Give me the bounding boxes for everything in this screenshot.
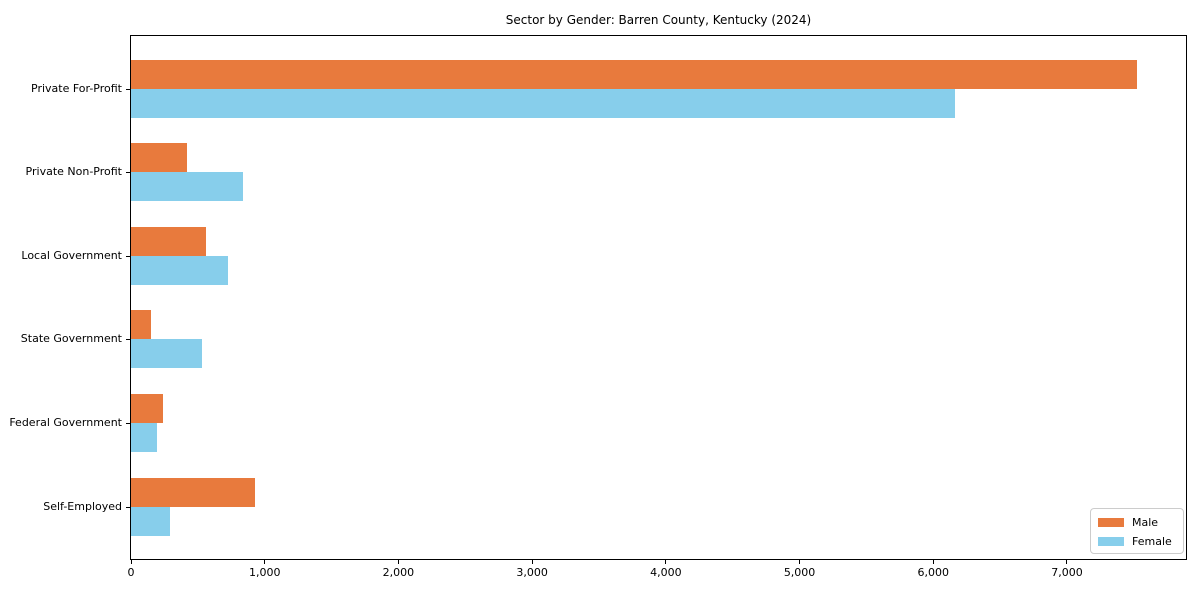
- x-tick-mark: [264, 560, 266, 564]
- x-tick-mark: [397, 560, 399, 564]
- bar-male-federal-government: [131, 394, 163, 423]
- y-tick-mark: [126, 88, 130, 90]
- bar-female-self-employed: [131, 506, 170, 536]
- bar-male-private-non-profit: [131, 143, 187, 173]
- x-tick-label-1-000: 1,000: [248, 566, 281, 579]
- y-tick-mark: [126, 255, 130, 257]
- y-tick-label-state-government: State Government: [20, 332, 122, 346]
- legend-label-male: Male: [1132, 516, 1159, 529]
- bar-female-state-government: [131, 339, 202, 369]
- y-tick-label-local-government: Local Government: [21, 248, 122, 262]
- bar-female-private-for-profit: [131, 88, 955, 118]
- x-tick-label-7-000: 7,000: [1051, 566, 1083, 579]
- bar-female-private-non-profit: [131, 172, 243, 202]
- x-tick-mark: [665, 560, 667, 564]
- x-tick-label-3-000: 3,000: [516, 566, 548, 579]
- x-tick-label-5-000: 5,000: [783, 566, 816, 579]
- x-tick-mark: [531, 560, 533, 564]
- legend-label-female: Female: [1132, 535, 1172, 548]
- bar-male-local-government: [131, 226, 206, 256]
- x-tick-label-4-000: 4,000: [650, 566, 682, 579]
- y-tick-mark: [126, 339, 130, 341]
- x-tick-mark: [1066, 560, 1068, 564]
- y-tick-label-federal-government: Federal Government: [9, 416, 122, 429]
- bar-male-private-for-profit: [131, 59, 1137, 89]
- legend-swatch-male: [1098, 518, 1124, 527]
- chart-title: Sector by Gender: Barren County, Kentuck…: [505, 13, 812, 27]
- y-tick-mark: [126, 423, 130, 424]
- bar-male-self-employed: [131, 477, 255, 507]
- y-tick-label-self-employed: Self-Employed: [43, 499, 122, 513]
- x-tick-mark: [799, 560, 801, 564]
- y-tick-mark: [126, 172, 130, 174]
- legend-entry-female: Female: [1098, 532, 1176, 551]
- y-tick-mark: [126, 506, 130, 508]
- legend-entry-male: Male: [1098, 513, 1176, 532]
- plot-area: [130, 35, 1187, 560]
- bar-female-local-government: [131, 255, 228, 285]
- bar-male-state-government: [131, 310, 151, 340]
- y-tick-label-private-for-profit: Private For-Profit: [31, 81, 122, 95]
- x-tick-mark: [932, 560, 934, 564]
- x-tick-label-2-000: 2,000: [382, 566, 415, 579]
- bar-female-federal-government: [131, 423, 157, 452]
- x-tick-label-6-000: 6,000: [917, 566, 950, 579]
- x-tick-mark: [130, 560, 132, 564]
- y-tick-label-private-non-profit: Private Non-Profit: [25, 165, 122, 179]
- x-tick-label-0: 0: [127, 566, 135, 579]
- legend: Male Female: [1090, 508, 1184, 554]
- legend-swatch-female: [1098, 537, 1124, 546]
